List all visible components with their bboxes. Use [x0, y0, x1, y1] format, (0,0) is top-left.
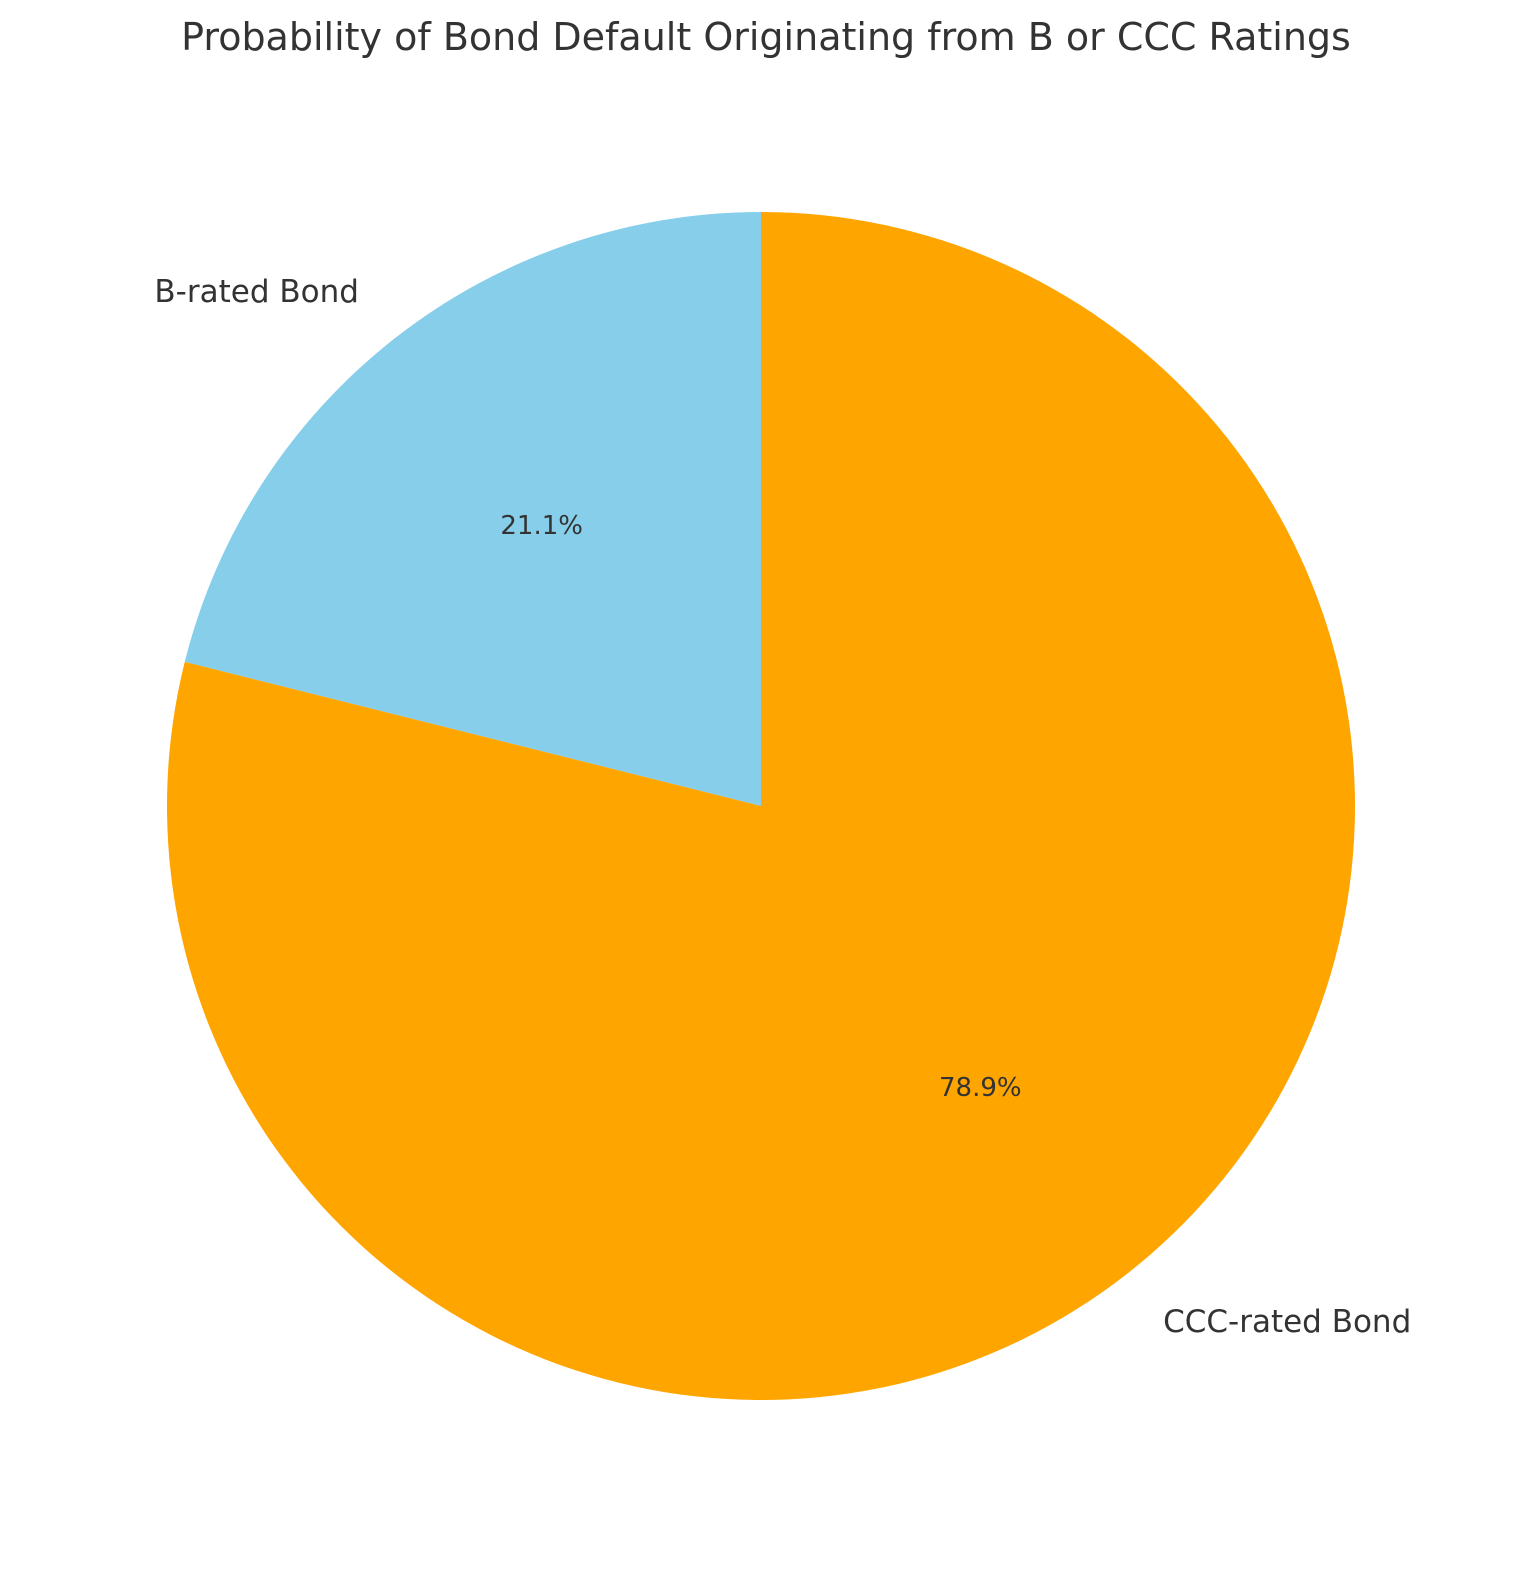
slice-label-2: CCC-rated Bond [1163, 1304, 1411, 1340]
chart-title: Probability of Bond Default Originating … [181, 15, 1351, 59]
slice-pct-label-2: 78.9% [939, 1073, 1022, 1103]
slice-pct-label-1: 21.1% [500, 511, 583, 541]
slice-label-1: B-rated Bond [154, 274, 359, 310]
pie-slices [167, 212, 1356, 1400]
pie-labels: B-rated Bond 21.1% CCC-rated Bond 78.9% [154, 274, 1411, 1340]
pie-slice-1 [184, 212, 761, 806]
pie-slice-2 [167, 212, 1356, 1400]
